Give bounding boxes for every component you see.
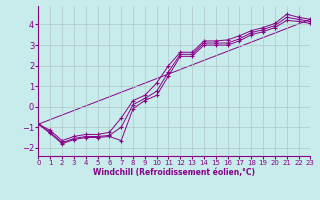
X-axis label: Windchill (Refroidissement éolien,°C): Windchill (Refroidissement éolien,°C) xyxy=(93,168,255,177)
